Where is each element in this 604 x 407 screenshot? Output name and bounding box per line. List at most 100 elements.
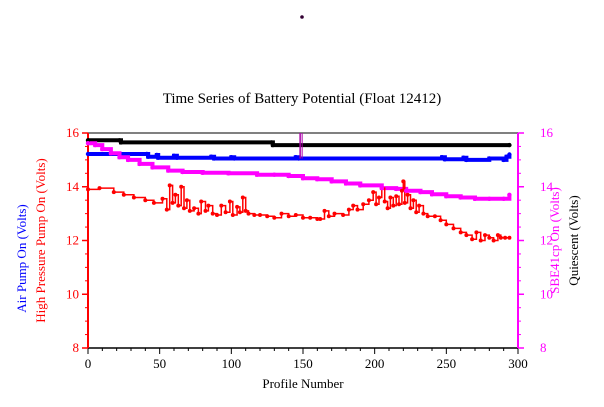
data-point-sbe41cp: [150, 165, 155, 170]
data-point-high-pressure-pump: [394, 194, 399, 199]
data-point-high-pressure-pump: [414, 210, 419, 215]
data-point-quiescent: [118, 140, 124, 145]
data-point-sbe41cp: [200, 170, 205, 175]
data-point-high-pressure-pump: [219, 203, 224, 208]
data-point-sbe41cp: [329, 179, 334, 184]
data-point-high-pressure-pump: [203, 208, 208, 213]
chart-title: Time Series of Battery Potential (Float …: [163, 91, 442, 107]
data-point-high-pressure-pump: [265, 214, 270, 219]
data-point-high-pressure-pump: [286, 214, 291, 219]
data-point-high-pressure-pump: [332, 211, 337, 216]
data-point-sbe41cp: [507, 192, 512, 197]
data-point-air-pump: [146, 154, 151, 159]
x-tick-label: 100: [222, 356, 242, 371]
data-point-high-pressure-pump: [507, 235, 512, 240]
data-point-high-pressure-pump: [293, 213, 298, 217]
data-point-sbe41cp: [272, 172, 277, 177]
data-point-air-pump: [156, 155, 161, 160]
data-point-high-pressure-pump: [206, 203, 211, 208]
data-point-air-pump: [507, 152, 512, 157]
data-point-high-pressure-pump: [121, 192, 126, 197]
data-point-air-pump: [464, 157, 469, 163]
data-point-high-pressure-pump: [143, 198, 148, 203]
data-point-high-pressure-pump: [444, 222, 449, 227]
data-point-high-pressure-pump: [170, 200, 175, 205]
left-y-tick-label: 8: [73, 340, 80, 355]
data-point-high-pressure-pump: [111, 190, 116, 195]
data-point-high-pressure-pump: [405, 192, 410, 197]
data-point-high-pressure-pump: [227, 199, 232, 204]
data-point-high-pressure-pump: [474, 230, 479, 235]
data-point-sbe41cp: [100, 146, 105, 152]
data-point-air-pump: [85, 151, 91, 157]
data-point-sbe41cp: [343, 181, 349, 186]
data-point-high-pressure-pump: [470, 237, 475, 242]
x-tick-label: 200: [365, 356, 385, 371]
data-point-sbe41cp: [394, 186, 399, 192]
data-point-high-pressure-pump: [164, 207, 169, 212]
plot-area: 0 50 100 150 200 250 300 8 8 10 10 12 12 14 14 16 16 Prof…: [14, 125, 581, 391]
data-point-air-pump: [501, 157, 506, 163]
data-point-high-pressure-pump: [402, 200, 407, 205]
data-point-high-pressure-pump: [432, 214, 437, 219]
x-tick-label: 0: [85, 356, 92, 371]
data-point-quiescent: [270, 142, 276, 148]
data-point-high-pressure-pump: [215, 213, 219, 217]
data-point-high-pressure-pump: [341, 213, 346, 217]
data-point-high-pressure-pump: [176, 203, 181, 208]
data-point-high-pressure-pump: [388, 195, 393, 200]
data-point-sbe41cp: [125, 157, 131, 163]
data-point-sbe41cp: [226, 171, 231, 176]
data-point-high-pressure-pump: [464, 233, 469, 238]
data-point-high-pressure-pump: [322, 208, 327, 213]
data-point-high-pressure-pump: [199, 199, 204, 204]
left-y-tick-label: 12: [66, 233, 79, 248]
data-point-high-pressure-pump: [401, 179, 406, 184]
data-point-high-pressure-pump: [160, 196, 165, 201]
data-point-high-pressure-pump: [182, 206, 186, 211]
right-y-tick-label: 8: [540, 340, 547, 355]
data-point-sbe41cp: [358, 183, 363, 188]
series-line-sbe41cp: [88, 141, 512, 201]
data-point-sbe41cp: [300, 176, 306, 181]
right-axis-label: SBE41cp On (Volts): [547, 187, 562, 294]
data-point-high-pressure-pump: [408, 206, 413, 211]
data-point-sbe41cp: [93, 142, 98, 148]
x-tick-label: 150: [293, 356, 313, 371]
data-point-high-pressure-pump: [315, 217, 320, 221]
data-point-high-pressure-pump: [240, 195, 245, 200]
data-point-sbe41cp: [315, 177, 320, 182]
data-point-high-pressure-pump: [478, 238, 483, 243]
data-point-high-pressure-pump: [308, 215, 313, 220]
data-point-high-pressure-pump: [301, 215, 305, 220]
data-point-high-pressure-pump: [326, 214, 331, 219]
data-point-high-pressure-pump: [184, 198, 189, 203]
right-y-tick-label: 12: [540, 233, 553, 248]
x-tick-label: 50: [153, 356, 166, 371]
data-point-air-pump: [232, 156, 237, 161]
data-point-high-pressure-pump: [223, 210, 228, 215]
series-line-high-pressure-pump: [88, 180, 510, 242]
data-point-high-pressure-pump: [366, 198, 371, 203]
data-point-high-pressure-pump: [351, 203, 356, 208]
data-point-high-pressure-pump: [243, 208, 248, 213]
data-point-sbe41cp: [137, 161, 142, 167]
data-point-high-pressure-pump: [167, 183, 172, 188]
data-point-high-pressure-pump: [361, 202, 366, 207]
right-axis-label: Quiescent (Volts): [566, 195, 581, 285]
data-point-high-pressure-pump: [503, 235, 508, 240]
data-point-high-pressure-pump: [438, 218, 443, 223]
data-point-high-pressure-pump: [235, 204, 240, 209]
data-point-high-pressure-pump: [173, 192, 178, 197]
data-point-sbe41cp: [166, 168, 171, 173]
data-point-high-pressure-pump: [491, 238, 496, 243]
data-point-high-pressure-pump: [272, 215, 277, 220]
data-point-high-pressure-pump: [399, 188, 404, 193]
data-point-high-pressure-pump: [237, 210, 242, 215]
data-point-high-pressure-pump: [151, 200, 156, 205]
data-point-high-pressure-pump: [196, 211, 201, 216]
data-point-high-pressure-pump: [397, 202, 401, 207]
data-point-high-pressure-pump: [258, 213, 262, 217]
data-point-high-pressure-pump: [377, 195, 381, 200]
data-point-sbe41cp: [180, 169, 185, 175]
